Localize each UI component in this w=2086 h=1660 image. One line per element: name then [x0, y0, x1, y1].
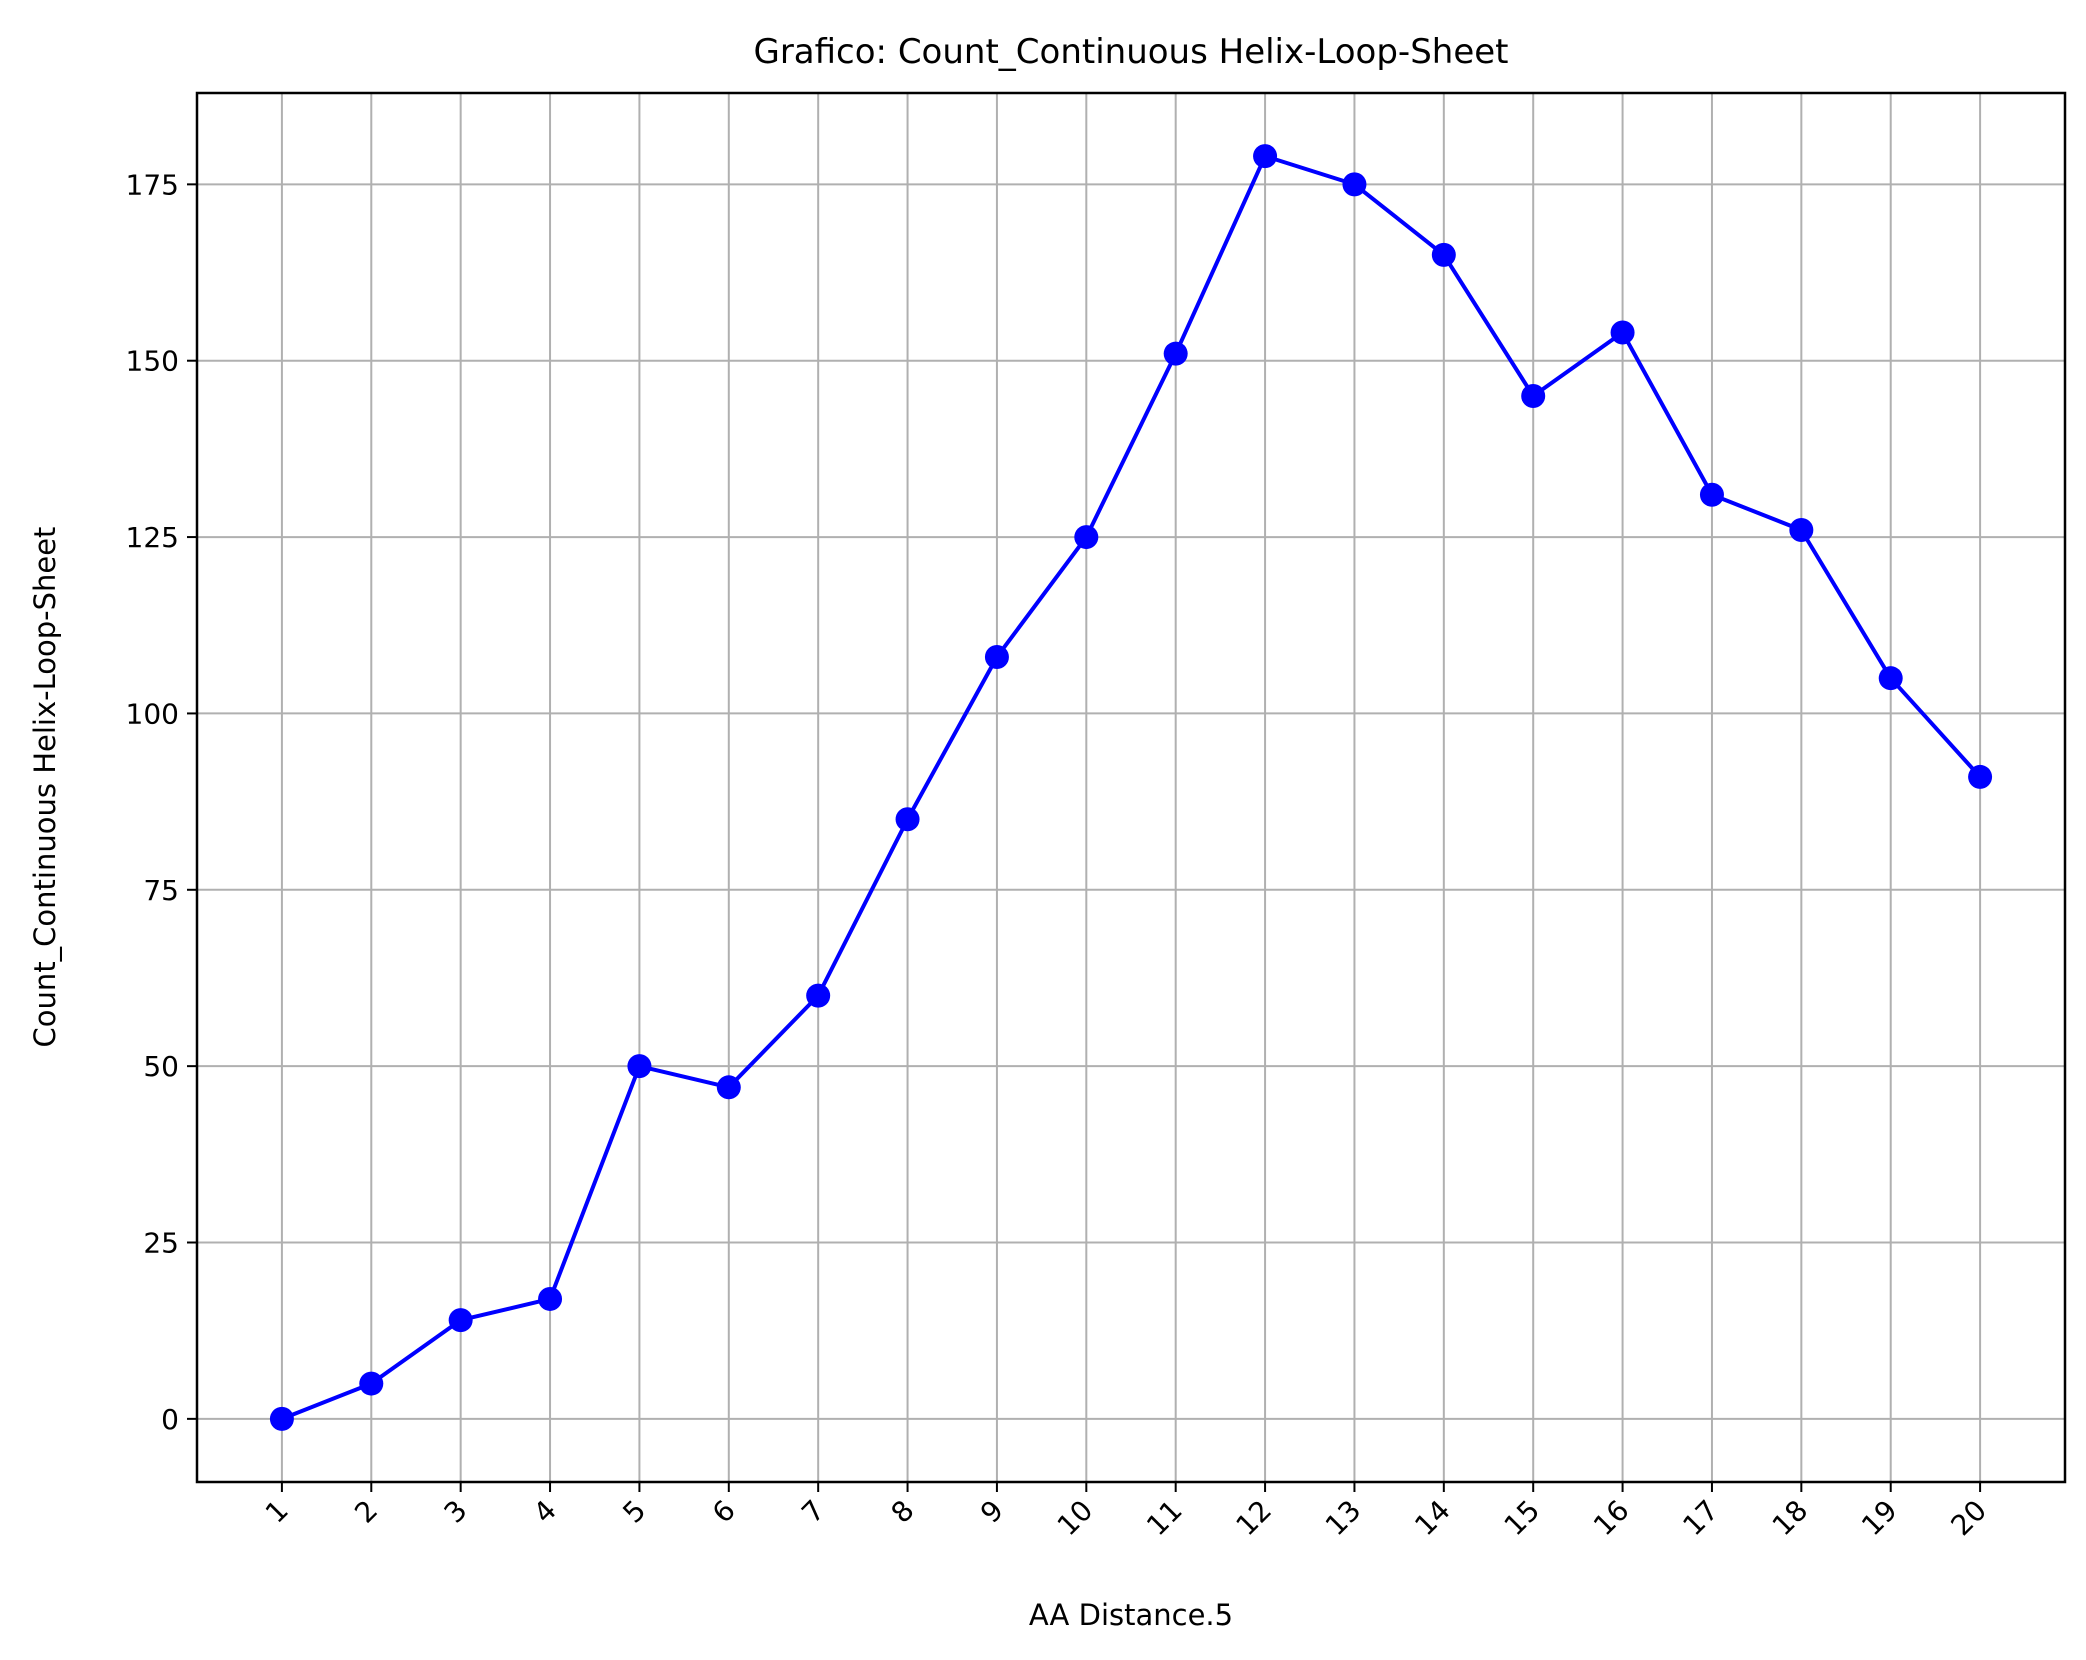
- data-point: [1163, 341, 1188, 366]
- data-point: [1968, 764, 1993, 789]
- data-point: [1521, 383, 1546, 408]
- y-tick-label: 125: [126, 521, 179, 554]
- y-tick-label: 25: [143, 1227, 179, 1260]
- y-tick-label: 150: [126, 345, 179, 378]
- data-point: [538, 1286, 563, 1311]
- y-tick-label: 175: [126, 168, 179, 201]
- y-axis-label: Count_Continuous Helix-Loop-Sheet: [28, 527, 62, 1048]
- data-point: [1342, 172, 1367, 197]
- y-tick-label: 100: [126, 697, 179, 730]
- data-point: [359, 1371, 384, 1396]
- x-axis-label: AA Distance.5: [1029, 1598, 1233, 1632]
- plot-frame: [195, 91, 2067, 1484]
- data-point: [1789, 518, 1814, 543]
- data-point: [448, 1308, 473, 1333]
- data-point: [1699, 482, 1724, 507]
- data-point: [895, 807, 920, 832]
- data-point: [627, 1054, 652, 1079]
- data-point: [716, 1075, 741, 1100]
- series-line: [279, 154, 1983, 1421]
- y-tick-label: 0: [161, 1403, 179, 1436]
- chart-title: Grafico: Count_Continuous Helix-Loop-She…: [753, 32, 1508, 72]
- grid-lines: [197, 93, 2065, 1482]
- data-point: [1431, 242, 1456, 267]
- data-point: [1253, 144, 1278, 169]
- data-point: [806, 983, 831, 1008]
- y-tick-label: 50: [143, 1050, 179, 1083]
- data-point: [1878, 666, 1903, 691]
- data-point: [269, 1406, 294, 1431]
- y-tick-label: 75: [143, 874, 179, 907]
- data-point: [1074, 525, 1099, 550]
- data-point: [1610, 320, 1635, 345]
- data-series: [269, 144, 1993, 1431]
- data-point: [984, 644, 1009, 669]
